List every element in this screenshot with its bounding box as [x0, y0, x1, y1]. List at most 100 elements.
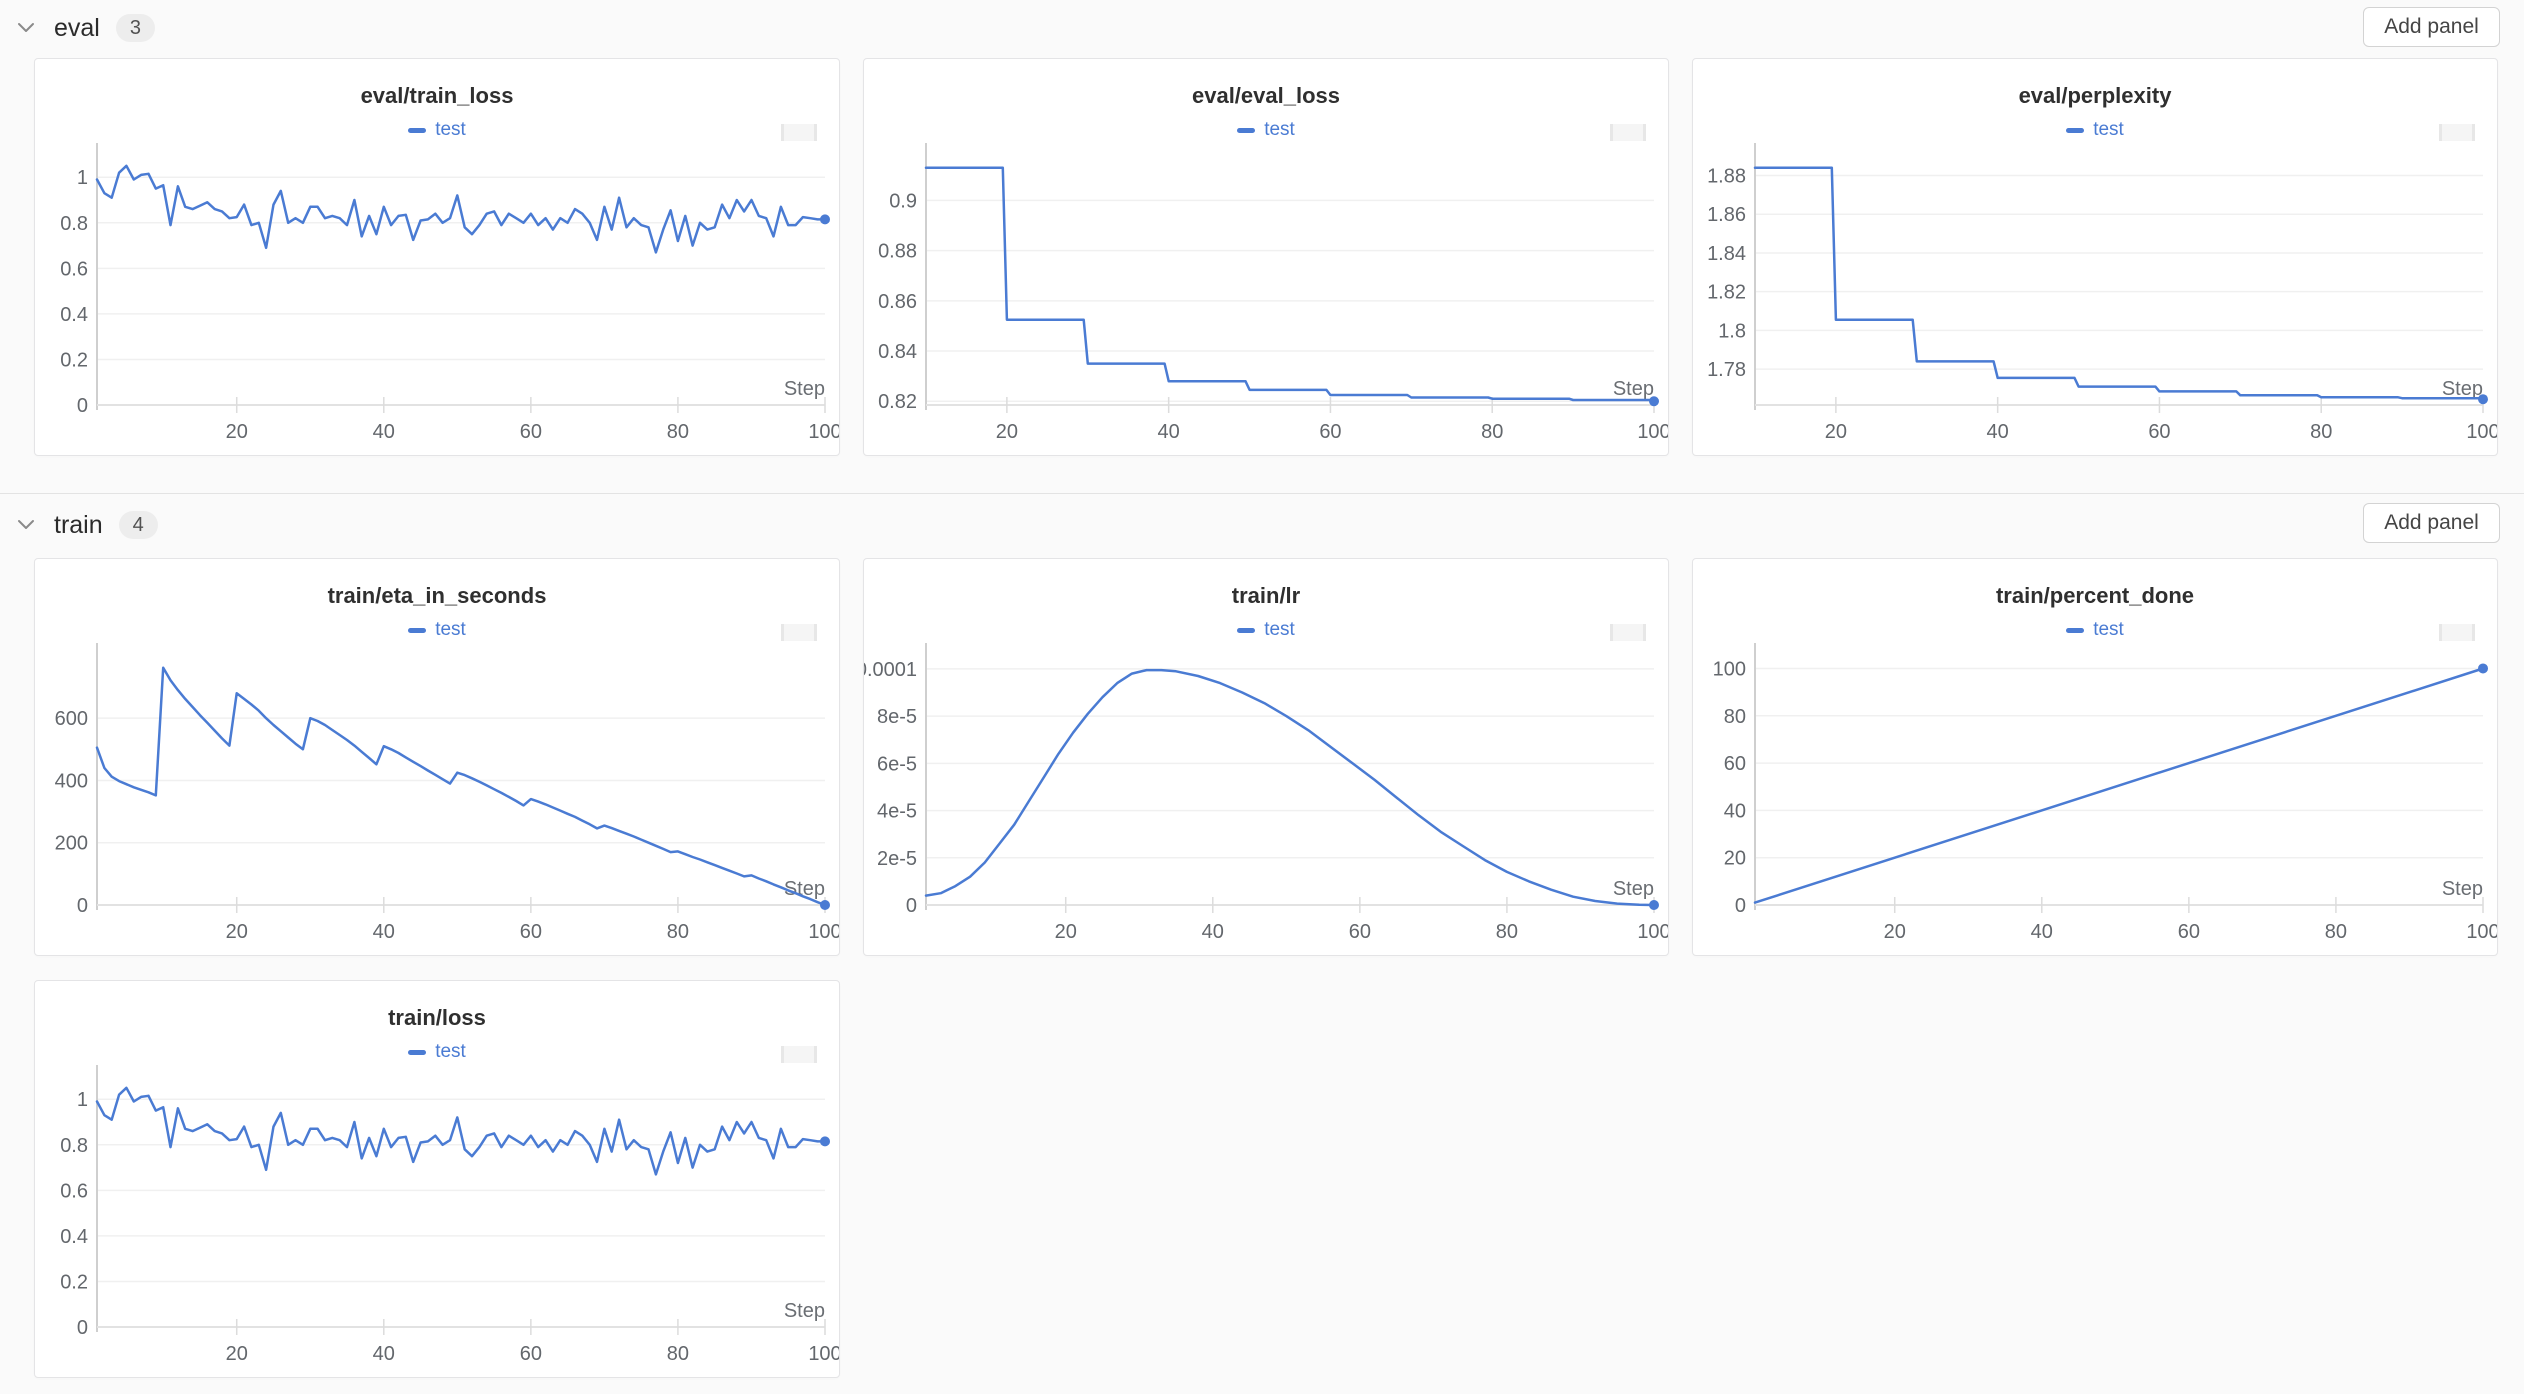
series-endpoint-dot [2478, 663, 2488, 674]
legend-label: test [435, 1041, 466, 1062]
panel-menu-placeholder[interactable] [781, 624, 817, 641]
y-tick-label: 1.8 [1718, 320, 1746, 342]
add-panel-button[interactable]: Add panel [2363, 503, 2500, 543]
legend-line-icon [2066, 627, 2085, 633]
chart-panel-eval-train-loss[interactable]: eval/train_loss test 0 0.2 0.4 0.6 0.8 1 20 40 6… [34, 58, 840, 456]
chart-panel-train-lr[interactable]: train/lr test 0 2e-5 4e-5 6e-5 8e-5 0.0001 20 4… [863, 558, 1669, 956]
x-tick-label: 60 [1319, 421, 1341, 443]
panel-title: train/percent_done [1995, 583, 2195, 608]
y-tick-label: 0 [77, 895, 88, 917]
x-tick-label: 40 [373, 421, 395, 443]
x-axis-label: Step [784, 378, 825, 400]
series-line [95, 666, 827, 907]
chart-plot[interactable]: 0 0.2 0.4 0.6 0.8 1 20 40 60 80 100 Step [35, 981, 839, 1377]
x-tick-label: 80 [1481, 421, 1503, 443]
x-tick-label: 60 [2178, 921, 2200, 943]
panel-count-badge: 4 [118, 511, 158, 539]
section-header-train: train 4 [14, 505, 158, 545]
chart-panel-train-eta-in-seconds[interactable]: train/eta_in_seconds test 0 200 400 600 20 40… [34, 558, 840, 956]
series-endpoint-dot [2478, 394, 2488, 405]
x-tick-label: 80 [667, 421, 689, 443]
y-tick-label: 1 [77, 167, 88, 189]
x-tick-label: 20 [226, 421, 248, 443]
x-axis-label: Step [1613, 878, 1654, 900]
section-title[interactable]: train [54, 510, 103, 539]
x-tick-label: 20 [226, 921, 248, 943]
legend-line-icon [408, 627, 427, 633]
chart-plot[interactable]: 0 20 40 60 80 100 20 40 60 80 100 Step [1693, 559, 2497, 955]
y-tick-label: 0.6 [60, 258, 88, 280]
y-tick-label: 0.88 [878, 241, 917, 263]
y-tick-label: 60 [1724, 753, 1746, 775]
x-tick-label: 80 [667, 1343, 689, 1365]
panel-count-badge: 3 [115, 14, 155, 42]
series-line [924, 166, 1656, 403]
y-tick-label: 100 [1713, 658, 1746, 680]
panel-menu-placeholder[interactable] [2439, 624, 2475, 641]
series-endpoint-dot [820, 214, 830, 225]
chart-panel-eval-perplexity[interactable]: eval/perplexity test 1.78 1.8 1.82 1.84 1.86… [1692, 58, 2498, 456]
x-tick-label: 80 [667, 921, 689, 943]
legend-label: test [1264, 619, 1295, 640]
x-tick-label: 100 [808, 1343, 839, 1365]
chart-panel-train-percent-done[interactable]: train/percent_done test 0 20 40 60 80 100 20 40… [1692, 558, 2498, 956]
legend-line-icon [2066, 127, 2085, 133]
y-tick-label: 2e-5 [877, 848, 917, 870]
panel-menu-placeholder[interactable] [1610, 124, 1646, 141]
y-tick-label: 0 [1735, 895, 1746, 917]
x-tick-label: 100 [808, 421, 839, 443]
y-tick-label: 1.82 [1707, 282, 1746, 304]
chart-panel-train-loss[interactable]: train/loss test 0 0.2 0.4 0.6 0.8 1 20 40 60 80 10… [34, 980, 840, 1378]
panel-menu-placeholder[interactable] [2439, 124, 2475, 141]
chevron-down-icon[interactable] [14, 16, 38, 40]
panel-menu-placeholder[interactable] [1610, 624, 1646, 641]
legend: test [1693, 619, 2497, 641]
y-tick-label: 0.2 [60, 1271, 88, 1293]
panel-menu-placeholder[interactable] [781, 1046, 817, 1063]
legend: test [35, 619, 839, 641]
chart-panel-eval-eval-loss[interactable]: eval/eval_loss test 0.82 0.84 0.86 0.88 0.9 2… [863, 58, 1669, 456]
x-tick-label: 100 [2466, 421, 2497, 443]
chevron-down-icon[interactable] [14, 513, 38, 537]
y-tick-label: 8e-5 [877, 706, 917, 728]
x-tick-label: 60 [520, 1343, 542, 1365]
panel-menu-placeholder[interactable] [781, 124, 817, 141]
x-tick-label: 20 [1884, 921, 1906, 943]
series-line [1753, 667, 2485, 904]
chart-plot[interactable]: 0 200 400 600 20 40 60 80 100 Step [35, 559, 839, 955]
section-title[interactable]: eval [54, 13, 100, 42]
x-tick-label: 80 [1496, 921, 1518, 943]
x-axis-label: Step [784, 1300, 825, 1322]
x-tick-label: 40 [1987, 421, 2009, 443]
panel-title: train/lr [1231, 583, 1301, 608]
y-tick-label: 400 [55, 770, 88, 792]
y-tick-label: 0.4 [60, 304, 88, 326]
y-tick-label: 0.4 [60, 1226, 88, 1248]
y-tick-label: 0 [906, 895, 917, 917]
x-tick-label: 100 [808, 921, 839, 943]
x-tick-label: 100 [1637, 421, 1668, 443]
series-endpoint-dot [820, 1136, 830, 1147]
add-panel-button[interactable]: Add panel [2363, 7, 2500, 47]
legend-label: test [1264, 119, 1295, 140]
x-tick-label: 20 [1825, 421, 1847, 443]
y-tick-label: 0.6 [60, 1180, 88, 1202]
chart-plot[interactable]: 0.82 0.84 0.86 0.88 0.9 20 40 60 80 100 Step [864, 59, 1668, 455]
section-divider [0, 493, 2524, 494]
y-tick-label: 600 [55, 708, 88, 730]
series-line [95, 1086, 827, 1176]
x-tick-label: 40 [373, 1343, 395, 1365]
legend: test [864, 619, 1668, 641]
panel-title: train/eta_in_seconds [327, 583, 547, 608]
chart-plot[interactable]: 0 0.2 0.4 0.6 0.8 1 20 40 60 80 100 Step [35, 59, 839, 455]
x-tick-label: 40 [373, 921, 395, 943]
series-endpoint-dot [1649, 900, 1659, 910]
chart-plot[interactable]: 0 2e-5 4e-5 6e-5 8e-5 0.0001 20 40 60 80 100 Step [864, 559, 1668, 955]
legend: test [1693, 119, 2497, 141]
chart-plot[interactable]: 1.78 1.8 1.82 1.84 1.86 1.88 20 40 60 80 100 Step [1693, 59, 2497, 455]
y-tick-label: 4e-5 [877, 801, 917, 823]
x-tick-label: 40 [2031, 921, 2053, 943]
series-line [95, 164, 827, 254]
legend: test [35, 1041, 839, 1063]
